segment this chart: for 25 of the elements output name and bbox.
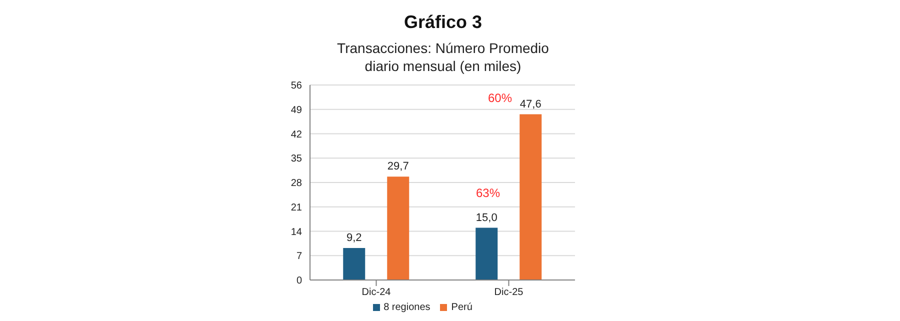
chart-subtitle: Transacciones: Número Promedio diario mensual (en miles) (336, 39, 550, 75)
y-tick-label: 14 (290, 226, 302, 238)
legend-label: Perú (451, 302, 472, 313)
legend-label: 8 regiones (384, 302, 430, 313)
data-label: 29,7 (387, 160, 409, 173)
bar (343, 248, 366, 280)
y-tick-label: 49 (290, 104, 302, 116)
bar (387, 176, 410, 280)
y-tick-label: 56 (290, 80, 302, 92)
bar (520, 114, 542, 280)
annotation: 60% (486, 91, 514, 105)
x-tick-label: Dic-25 (494, 287, 524, 298)
y-tick-label: 0 (296, 276, 302, 287)
y-tick-label: 28 (290, 178, 302, 190)
x-tick-label: Dic-24 (362, 287, 392, 298)
y-tick-label: 21 (290, 202, 302, 214)
data-label: 9,2 (346, 232, 362, 244)
y-tick-label: 42 (290, 129, 302, 140)
annotation: 63% (474, 186, 502, 200)
data-label: 47,6 (520, 98, 542, 110)
chart-title: Gráfico 3 (402, 12, 484, 33)
bar (476, 228, 498, 280)
data-label: 15,0 (476, 212, 498, 224)
y-tick-label: 35 (290, 154, 302, 165)
y-tick-label: 7 (296, 251, 302, 262)
